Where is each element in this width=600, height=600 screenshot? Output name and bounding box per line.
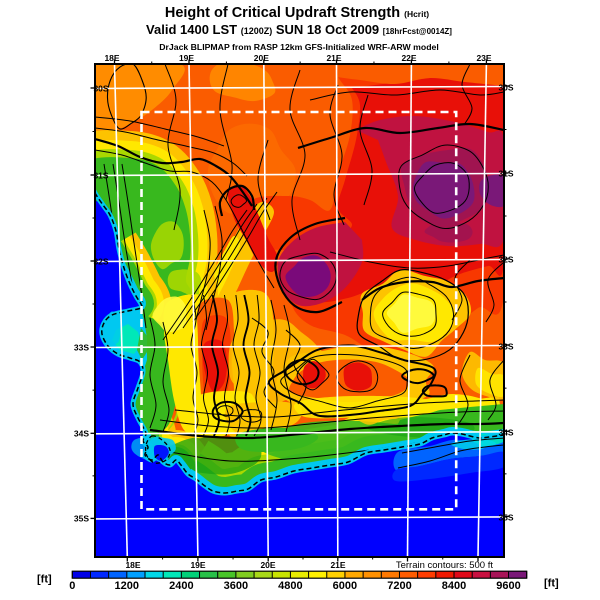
svg-text:23E: 23E xyxy=(476,53,491,63)
svg-text:20E: 20E xyxy=(260,560,275,570)
svg-text:2400: 2400 xyxy=(169,580,193,592)
svg-text:35S: 35S xyxy=(74,514,89,524)
svg-text:1200: 1200 xyxy=(115,580,139,592)
svg-text:20E: 20E xyxy=(254,53,269,63)
svg-text:9600: 9600 xyxy=(496,580,520,592)
svg-text:34S: 34S xyxy=(74,429,89,439)
svg-text:32S: 32S xyxy=(93,257,108,267)
svg-text:18E: 18E xyxy=(104,53,119,63)
svg-text:Valid 1400 LST (1200Z) SUN 18: Valid 1400 LST (1200Z) SUN 18 Oct 2009 [… xyxy=(146,22,452,37)
svg-text:21E: 21E xyxy=(326,53,341,63)
svg-text:8400: 8400 xyxy=(442,580,466,592)
svg-text:6000: 6000 xyxy=(333,580,357,592)
svg-text:35S: 35S xyxy=(498,513,513,523)
svg-text:4800: 4800 xyxy=(278,580,302,592)
svg-text:7200: 7200 xyxy=(387,580,411,592)
svg-text:33S: 33S xyxy=(498,342,513,352)
svg-text:19E: 19E xyxy=(179,53,194,63)
svg-text:3600: 3600 xyxy=(224,580,248,592)
svg-text:34S: 34S xyxy=(498,428,513,438)
svg-text:Height of Critical Updraft Str: Height of Critical Updraft Strength (Hcr… xyxy=(165,5,429,21)
svg-text:DrJack BLIPMAP from RASP 12km: DrJack BLIPMAP from RASP 12km GFS-Initia… xyxy=(159,42,439,52)
svg-text:22E: 22E xyxy=(401,53,416,63)
svg-text:30S: 30S xyxy=(498,83,513,93)
svg-text:[ft]: [ft] xyxy=(37,574,52,586)
svg-text:Terrain contours: 500 ft: Terrain contours: 500 ft xyxy=(396,560,494,571)
svg-text:[ft]: [ft] xyxy=(544,578,559,590)
svg-text:31S: 31S xyxy=(93,171,108,181)
svg-text:21E: 21E xyxy=(330,560,345,570)
svg-text:0: 0 xyxy=(69,580,75,592)
svg-text:18E: 18E xyxy=(125,560,140,570)
svg-text:33S: 33S xyxy=(74,343,89,353)
svg-text:19E: 19E xyxy=(190,560,205,570)
svg-text:30S: 30S xyxy=(93,84,108,94)
